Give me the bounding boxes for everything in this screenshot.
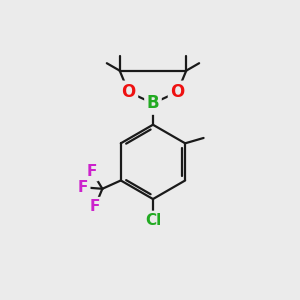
Text: O: O (122, 83, 136, 101)
Text: Cl: Cl (145, 213, 161, 228)
Text: F: F (78, 180, 88, 195)
Text: F: F (90, 199, 100, 214)
Text: F: F (87, 164, 97, 179)
Text: O: O (170, 83, 184, 101)
Text: B: B (147, 94, 159, 112)
